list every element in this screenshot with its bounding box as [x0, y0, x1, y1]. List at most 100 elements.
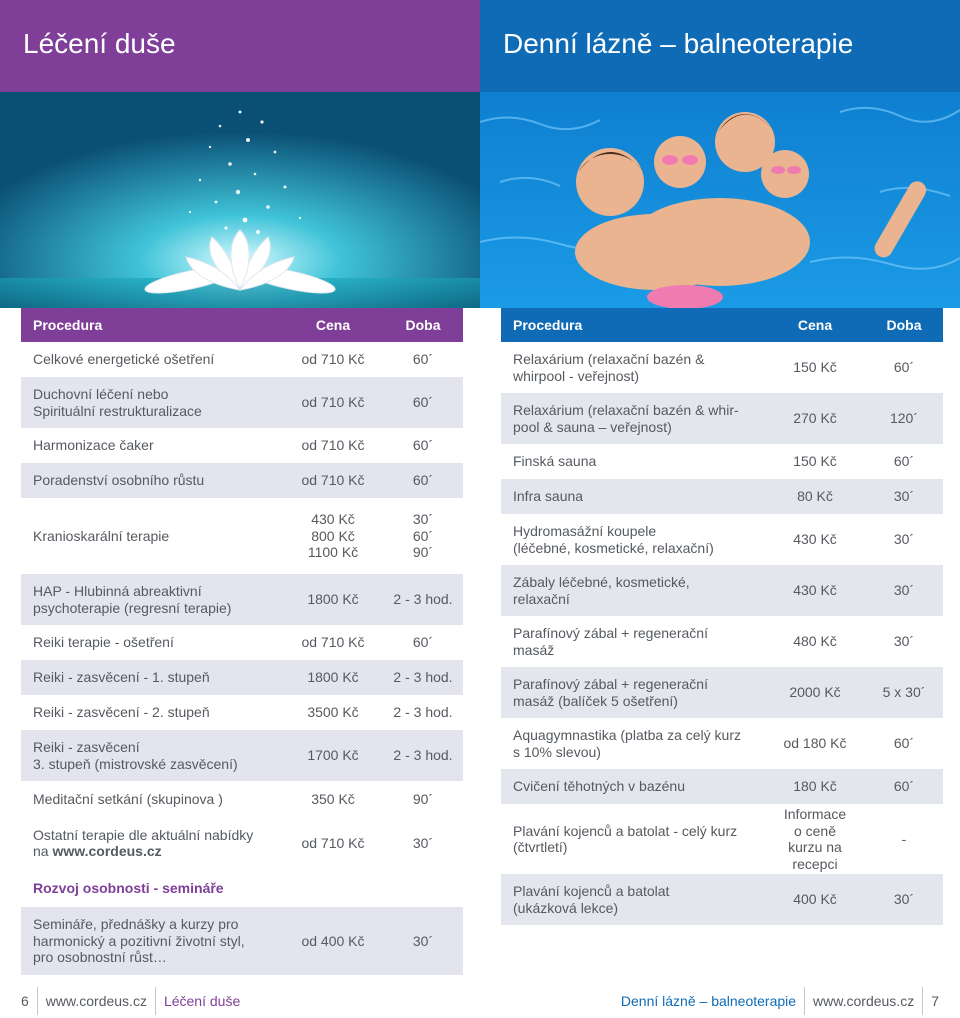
row-procedure: Infra sauna [513, 488, 584, 505]
row-price: 480 Kč [793, 633, 837, 650]
right-page: Denní lázně – balneoterapie [480, 0, 960, 1018]
left-header: Léčení duše [0, 0, 480, 92]
table-row: Ostatní terapie dle aktuální nabídky na … [21, 817, 463, 869]
right-header-title: Denní lázně – balneoterapie [503, 28, 854, 59]
table-row: Harmonizace čaker od 710 Kč 60´ [21, 428, 463, 463]
row-procedure: Reiki terapie - ošetření [33, 634, 174, 651]
row-duration: 30´ 60´ 90´ [412, 511, 434, 561]
row-price: 1700 Kč [307, 747, 359, 764]
row-duration: 30´ [412, 834, 434, 851]
left-header-title: Léčení duše [23, 28, 176, 59]
table-row: Finská sauna 150 Kč 60´ [501, 444, 943, 479]
row-procedure: Relaxárium (relaxační bazén & whirpool -… [513, 351, 705, 384]
row-procedure: Poradenství osobního růstu [33, 472, 205, 489]
row-duration: 5 x 30´ [882, 684, 926, 701]
row-duration: 2 - 3 hod. [393, 591, 453, 608]
right-price-table: Procedura Cena Doba Relaxárium (relaxačn… [501, 308, 943, 925]
table-row: Parafínový zábal + regenerační masáž (ba… [501, 667, 943, 718]
row-duration: - [901, 830, 907, 847]
row-duration: 60´ [412, 351, 434, 368]
row-procedure: Meditační setkání (skupinova ) [33, 790, 223, 807]
table-row: Celkové energetické ošetření od 710 Kč 60´ [21, 342, 463, 377]
row-procedure: Reiki - zasvěcení - 1. stupeň [33, 669, 210, 686]
row-procedure: Plavání kojenců a batolat - celý kurz (č… [513, 822, 738, 856]
footer-divider [154, 987, 156, 1015]
footer-divider [804, 987, 806, 1015]
row-duration: 2 - 3 hod. [393, 747, 453, 764]
row-price: od 180 Kč [783, 735, 847, 752]
row-duration: 60´ [412, 472, 434, 489]
row-duration: 30´ [893, 488, 915, 505]
footer-divider [36, 987, 38, 1015]
row-duration: 60´ [893, 778, 915, 795]
header-procedure: Procedura [513, 317, 583, 333]
row-procedure: Harmonizace čaker [33, 437, 154, 454]
row-price: 400 Kč [793, 891, 837, 908]
row-duration: 2 - 3 hod. [393, 669, 453, 686]
page-number: 6 [21, 993, 29, 1009]
row-duration: 60´ [412, 634, 434, 651]
row-price: od 710 Kč [301, 394, 365, 411]
row-procedure: Semináře, přednášky a kurzy pro harmonic… [33, 916, 245, 966]
section-row: Rozvoj osobnosti - semináře [21, 869, 463, 907]
row-price: 3500 Kč [307, 704, 359, 721]
row-procedure: Kranioskarální terapie [33, 527, 170, 544]
row-price: od 710 Kč [301, 437, 365, 454]
page-number: 7 [931, 993, 939, 1009]
left-page: Léčení duše [0, 0, 480, 1015]
table-row: HAP - Hlubinná abreaktivní psychoterapie… [21, 574, 463, 625]
row-procedure: Plavání kojenců a batolat (ukázková lekc… [513, 883, 670, 916]
row-procedure: Zábaly léčebné, kosmetické, relaxační [513, 574, 690, 607]
footer-site[interactable]: www.cordeus.cz [813, 993, 915, 1009]
lotus-photo [0, 92, 480, 308]
row-procedure: Aquagymnastika (platba za celý kurz s 10… [513, 727, 741, 760]
table-row: Relaxárium (relaxační bazén & whirpool -… [501, 342, 943, 393]
other-therapy-text: Ostatní terapie dle aktuální nabídky na [33, 826, 254, 860]
header-duration: Doba [405, 317, 441, 333]
right-footer: Denní lázně – balneoterapie www.cordeus.… [621, 985, 939, 1017]
table-row: Reiki - zasvěcení 3. stupeň (mistrovské … [21, 730, 463, 781]
row-price: 80 Kč [797, 488, 833, 505]
row-procedure: Relaxárium (relaxační bazén & whir- pool… [513, 402, 739, 435]
row-price: Informace o ceně kurzu na recepci [783, 806, 847, 872]
footer-title: Denní lázně – balneoterapie [620, 993, 797, 1009]
row-price: 150 Kč [793, 453, 837, 470]
row-duration: 30´ [893, 633, 915, 650]
row-duration: 60´ [893, 453, 915, 470]
row-procedure: Reiki - zasvěcení 3. stupeň (mistrovské … [33, 739, 238, 772]
row-duration: 120´ [889, 410, 919, 427]
row-procedure: Parafínový zábal + regenerační masáž [513, 625, 708, 658]
header-price: Cena [315, 317, 351, 333]
row-procedure: Ostatní terapie dle aktuální nabídky na … [21, 827, 283, 860]
row-duration: 30´ [893, 891, 915, 908]
footer-site[interactable]: www.cordeus.cz [45, 993, 147, 1009]
row-procedure: Hydromasážní koupele (léčebné, kosmetick… [513, 523, 714, 556]
row-price: od 710 Kč [301, 472, 365, 489]
website-link[interactable]: www.cordeus.cz [52, 843, 162, 859]
row-price: 350 Kč [311, 790, 355, 807]
table-row: Semináře, přednášky a kurzy pro harmonic… [21, 907, 463, 975]
table-row: Duchovní léčení nebo Spirituální restruk… [21, 377, 463, 428]
table-row: Kranioskarální terapie 430 Kč 800 Kč 1100… [21, 498, 463, 574]
row-price: 2000 Kč [789, 684, 841, 701]
table-row: Zábaly léčebné, kosmetické, relaxační 430… [501, 565, 943, 616]
table-row: Reiki - zasvěcení - 1. stupeň 1800 Kč 2 - … [21, 660, 463, 695]
row-duration: 60´ [893, 359, 915, 376]
table-row: Parafínový zábal + regenerační masáž 480 … [501, 616, 943, 667]
row-duration: 60´ [893, 735, 915, 752]
row-price: 430 Kč 800 Kč 1100 Kč [307, 511, 359, 561]
footer-divider [922, 987, 924, 1015]
row-procedure: Celkové energetické ošetření [33, 351, 215, 368]
table-row: Poradenství osobního růstu od 710 Kč 60´ [21, 463, 463, 498]
row-duration: 30´ [893, 582, 915, 599]
row-price: 270 Kč [793, 410, 837, 427]
footer-title: Léčení duše [163, 993, 241, 1009]
table-header: Procedura Cena Doba [21, 308, 463, 342]
row-price: 1800 Kč [307, 591, 359, 608]
row-price: od 710 Kč [301, 351, 365, 368]
row-procedure: Duchovní léčení nebo Spirituální restruk… [33, 386, 202, 419]
table-row: Plavání kojenců a batolat (ukázková lekc… [501, 874, 943, 925]
row-duration: 2 - 3 hod. [393, 704, 453, 721]
table-row: Hydromasážní koupele (léčebné, kosmetick… [501, 514, 943, 565]
left-price-table: Procedura Cena Doba Celkové energetické … [21, 308, 463, 975]
